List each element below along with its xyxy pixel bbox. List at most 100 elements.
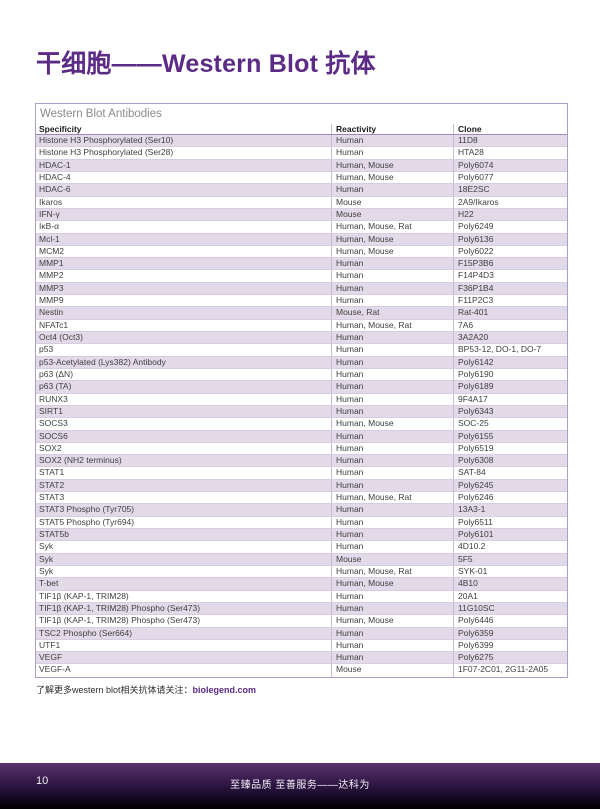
cell-reactivity: Mouse [331,664,453,677]
cell-reactivity: Human, Mouse [331,233,453,245]
cell-clone: 11D8 [453,135,567,147]
cell-specificity: p63 (ΔN) [39,368,74,379]
cell-clone: H22 [453,208,567,221]
table-row: VEGF-A Mouse 1F07-2C01, 2G11-2A05 [36,664,567,677]
table-row: MMP3 Human F36P1B4 [36,282,567,296]
table-row: Syk Human 4D10.2 [36,541,567,554]
cell-clone: SAT-84 [453,467,567,479]
cell-clone: Poly6022 [453,245,567,258]
cell-reactivity: Human [331,652,453,664]
table-row: STAT5 Phospho (Tyr694) Human Poly6511 [36,516,567,529]
table-row: Syk Human, Mouse, Rat SYK-01 [36,565,567,579]
cell-reactivity: Human [331,356,453,368]
cell-clone: Poly6142 [453,356,567,368]
table-row: MMP1 Human F15P3B6 [36,258,567,271]
cell-clone: SYK-01 [453,565,567,578]
cell-specificity: IFN-γ [39,208,60,219]
table-row: HDAC-1 Human, Mouse Poly6074 [36,159,567,172]
footer-slogan: 至臻品质 至善服务——达科为 [230,780,370,791]
table-row: MMP2 Human F14P4D3 [36,270,567,283]
cell-reactivity: Human [331,295,453,307]
cell-reactivity: Human [331,516,453,528]
cell-specificity: Ikaros [39,196,63,207]
cell-specificity: TIF1β (KAP-1, TRIM28) Phospho (Ser473) [39,615,201,626]
cell-reactivity: Human [331,270,453,282]
cell-clone: 9F4A17 [453,393,567,405]
cell-clone: Poly6190 [453,368,567,381]
cell-clone: 5F5 [453,553,567,565]
column-header-clone: Clone [453,124,567,134]
cell-specificity: IκB-α [39,221,60,232]
table-row: Mcl-1 Human, Mouse Poly6136 [36,233,567,246]
cell-reactivity: Human, Mouse, Rat [331,319,453,331]
cell-specificity: T-bet [39,578,59,589]
cell-reactivity: Human [331,590,453,602]
table-row: HDAC-6 Human 18E2SC [36,184,567,197]
table-row: VEGF Human Poly6275 [36,652,567,665]
biolegend-link[interactable]: biolegend.com [192,685,257,695]
cell-reactivity: Human [331,627,453,639]
cell-reactivity: Human [331,504,453,516]
cell-specificity: MMP2 [39,270,64,281]
cell-clone: Poly6074 [453,159,567,171]
cell-reactivity: Human [331,344,453,356]
cell-clone: 4D10.2 [453,541,567,553]
cell-specificity: HDAC-4 [39,171,71,182]
table-row: STAT3 Human, Mouse, Rat Poly6246 [36,492,567,505]
table-row: Oct4 (Oct3) Human 3A2A20 [36,332,567,345]
table-row: STAT5b Human Poly6101 [36,529,567,542]
cell-specificity: MMP9 [39,295,64,306]
table-row: p53 Human BP53-12, DO-1, DO-7 [36,344,567,357]
cell-specificity: STAT1 [39,467,65,478]
table-row: STAT2 Human Poly6245 [36,479,567,493]
cell-clone: F36P1B4 [453,282,567,295]
cell-reactivity: Human, Mouse [331,418,453,430]
cell-specificity: SOX2 (NH2 terminus) [39,455,122,466]
cell-specificity: STAT2 [39,479,65,490]
cell-reactivity: Human, Mouse [331,578,453,590]
cell-clone: 2A9/Ikaros [453,196,567,208]
cell-specificity: MMP3 [39,282,64,293]
cell-specificity: Syk [39,553,54,564]
cell-clone: 13A3-1 [453,504,567,516]
table-row: STAT1 Human SAT-84 [36,467,567,480]
table-row: SOCS3 Human, Mouse SOC-25 [36,418,567,431]
table-body: Histone H3 Phosphorylated (Ser10) Human 11… [36,135,567,677]
page-number: 10 [36,775,49,787]
table-row: Syk Mouse 5F5 [36,553,567,566]
cell-specificity: HDAC-6 [39,184,71,195]
table-row: SOCS6 Human Poly6155 [36,430,567,443]
footnote-text: 了解更多western blot相关抗体请关注： [36,685,193,695]
cell-clone: Poly6275 [453,652,567,664]
table-row: IκB-α Human, Mouse, Rat Poly6249 [36,221,567,234]
cell-clone: Poly6077 [453,171,567,184]
table-row: MMP9 Human F11P2C3 [36,295,567,308]
cell-clone: 4B10 [453,578,567,590]
antibody-table: Western Blot Antibodies Specificity Reac… [35,103,568,678]
table-row: RUNX3 Human 9F4A17 [36,393,567,406]
cell-clone: 20A1 [453,590,567,602]
cell-clone: Poly6246 [453,492,567,504]
table-row: SOX2 Human Poly6519 [36,442,567,456]
cell-specificity: Syk [39,565,54,576]
table-title: Western Blot Antibodies [40,108,162,120]
column-header-specificity: Specificity [39,124,82,134]
cell-reactivity: Human [331,467,453,479]
cell-specificity: Mcl-1 [39,233,60,244]
cell-clone: 7A6 [453,319,567,331]
cell-reactivity: Human [331,282,453,295]
cell-specificity: VEGF-A [39,664,71,675]
cell-reactivity: Human, Mouse [331,245,453,258]
cell-specificity: RUNX3 [39,393,68,404]
cell-specificity: p63 (TA) [39,381,72,392]
cell-clone: Poly6343 [453,405,567,418]
cell-reactivity: Human [331,541,453,553]
cell-clone: Poly6189 [453,381,567,393]
cell-clone: 1F07-2C01, 2G11-2A05 [453,664,567,677]
cell-specificity: STAT5 Phospho (Tyr694) [39,516,135,527]
cell-reactivity: Human [331,455,453,467]
cell-clone: Poly6245 [453,479,567,492]
cell-specificity: STAT5b [39,529,69,539]
cell-clone: BP53-12, DO-1, DO-7 [453,344,567,356]
